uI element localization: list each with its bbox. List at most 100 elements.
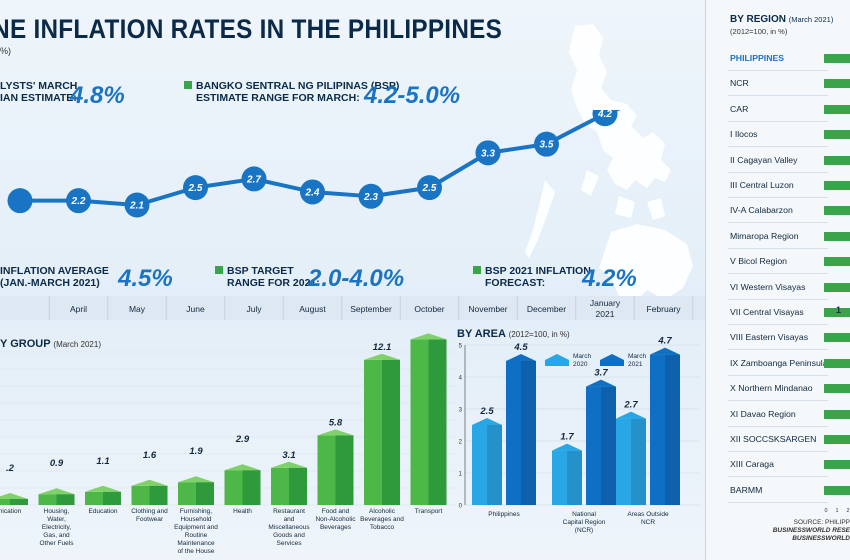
- region-label: BARMM: [730, 484, 763, 495]
- area-bar-cap: [506, 354, 536, 361]
- area-title: BY AREA: [457, 328, 506, 340]
- data-label: 3.5: [540, 140, 554, 151]
- area-category-label: Philippines: [488, 511, 520, 518]
- region-bar: [824, 282, 850, 292]
- area-bar-shade: [487, 425, 502, 505]
- region-separator: [728, 95, 828, 97]
- region-title: BY REGION: [730, 14, 786, 25]
- area-category-label: (NCR): [575, 527, 593, 534]
- green-square-icon: [184, 81, 192, 89]
- region-label: IX Zamboanga Peninsula: [730, 357, 828, 368]
- bsp-range-callout: BANGKO SENTRAL NG PILIPINAS (BSP) ESTIMA…: [184, 80, 399, 104]
- commodity-bar-shade: [382, 359, 400, 505]
- forecast-label-1: BSP 2021 INFLATION: [485, 265, 591, 277]
- area-bar-shade: [567, 450, 582, 505]
- commodity-category-label: Transport: [415, 508, 443, 515]
- commodity-value-label: .2: [6, 463, 15, 474]
- region-label: NCR: [730, 78, 749, 89]
- data-label: 2.1: [129, 201, 144, 212]
- commodity-category-label: Electricity,: [42, 524, 71, 531]
- region-label: XI Davao Region: [730, 408, 796, 419]
- region-bar: [824, 104, 850, 114]
- commodity-value-label: 0.9: [50, 458, 64, 469]
- region-bar: [824, 409, 850, 419]
- region-label: X Northern Mindanao: [730, 383, 813, 394]
- commodity-bar-shade: [196, 482, 214, 505]
- area-value-label: 2.5: [479, 406, 494, 417]
- area-bar-shade: [521, 361, 536, 505]
- region-label: PHILIPPINES: [730, 53, 785, 63]
- data-point: [300, 179, 325, 205]
- legend-swatch: [545, 354, 569, 366]
- area-bar: [506, 361, 536, 505]
- commodity-category-label: Services: [277, 540, 303, 547]
- target-label-1: BSP TARGET: [227, 265, 294, 277]
- commodity-category-label: of the House: [178, 548, 215, 555]
- month-label: December: [527, 304, 566, 314]
- analysts-estimate-callout: LYSTS' MARCH IAN ESTIMATE:: [0, 80, 77, 104]
- area-y-tick: 4: [459, 376, 463, 382]
- region-separator: [728, 451, 828, 452]
- area-bar-cap: [586, 379, 616, 387]
- area-bar: [586, 386, 616, 505]
- commodity-bar-shade: [335, 435, 354, 505]
- region-separator: [728, 146, 828, 148]
- target-label-2: RANGE FOR 2021:: [227, 277, 320, 289]
- area-category-label: NCR: [641, 519, 655, 526]
- region-label: III Central Luzon: [730, 180, 794, 190]
- legend-label: March: [573, 353, 591, 360]
- monthly-inflation-line-chart: 2.22.12.52.72.42.32.53.33.54.24.74.5: [7, 110, 621, 218]
- bsp-forecast-value: 4.2%: [582, 265, 637, 292]
- commodity-bar-cap: [38, 488, 75, 495]
- green-square-icon: [215, 266, 223, 274]
- commodity-bar-cap: [85, 485, 121, 492]
- data-point: [241, 166, 267, 192]
- region-bar: [824, 384, 850, 394]
- commodity-category-label: Other Fuels: [40, 540, 75, 547]
- region-separator: [728, 171, 828, 173]
- commodity-value-label: 1.9: [189, 446, 203, 457]
- legend-swatch: [600, 354, 624, 366]
- month-label: October: [414, 304, 444, 314]
- commodity-bar-cap: [317, 429, 354, 436]
- commodity-category-label: Tobacco: [370, 524, 395, 531]
- month-label: April: [70, 304, 87, 314]
- commodity-bar-shade: [56, 494, 75, 505]
- inflation-average-value: 4.5%: [118, 265, 173, 292]
- forecast-label-2: FORECAST:: [485, 277, 546, 289]
- data-label: 2.4: [305, 187, 320, 198]
- area-bar-cap: [616, 411, 646, 419]
- region-separator: [728, 324, 828, 325]
- commodity-category-label: Water,: [47, 516, 66, 523]
- month-label: August: [299, 304, 326, 314]
- average-label-2: (JAN.-MARCH 2021): [0, 277, 100, 289]
- data-label: 3.3: [481, 148, 495, 159]
- commodity-category-label: Non-Alcoholic: [315, 516, 356, 523]
- area-bar-cap: [472, 418, 502, 425]
- commodity-value-label: 5.8: [329, 417, 343, 428]
- region-label: II Cagayan Valley: [730, 154, 798, 165]
- month-label: May: [129, 304, 146, 314]
- analysts-estimate-value: 4.8%: [70, 82, 125, 109]
- commodity-category-label: nication: [0, 508, 22, 515]
- legend-label-year: 2020: [573, 361, 588, 368]
- commodity-category-label: Footwear: [136, 516, 164, 523]
- commodity-category-label: Furnishing,: [180, 508, 212, 515]
- area-bar: [552, 450, 582, 505]
- region-separator: [728, 374, 828, 376]
- region-subtitle-2: (2012=100, in %): [730, 27, 788, 36]
- region-axis-tick: 0: [824, 508, 827, 514]
- region-value-label: 1: [836, 305, 842, 315]
- commodity-section-title: Y GROUP (March 2021): [0, 338, 101, 350]
- month-label: September: [350, 304, 392, 314]
- data-point: [534, 131, 559, 157]
- commodity-value-label: 12.1: [373, 342, 392, 353]
- commodity-value-label: 2.9: [235, 434, 250, 445]
- analysts-label-1: LYSTS' MARCH: [0, 80, 78, 92]
- data-point: [183, 175, 208, 201]
- commodity-bar-cap: [178, 476, 214, 483]
- commodity-value-label: 3.1: [282, 450, 295, 461]
- region-separator: [728, 120, 828, 122]
- region-label: IV-A Calabarzon: [730, 205, 793, 216]
- commodity-category-label: Clothing and: [131, 508, 168, 515]
